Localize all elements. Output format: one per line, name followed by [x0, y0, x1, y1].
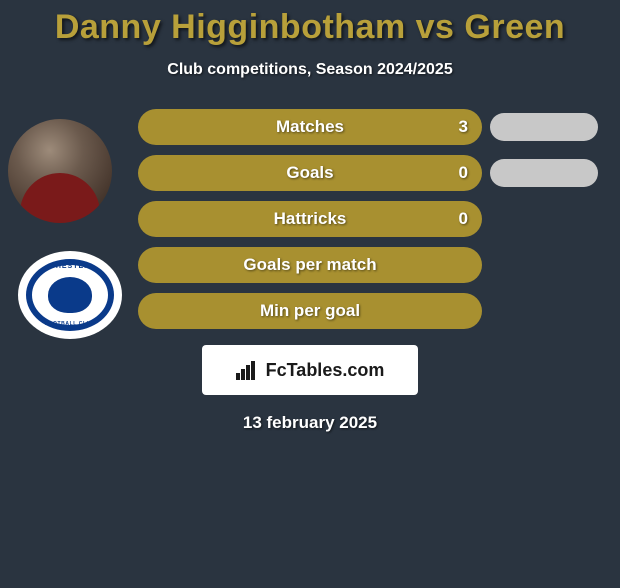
stat-row: Goals0 — [0, 155, 620, 191]
stat-rows: Matches3Goals0Hattricks0Goals per matchM… — [0, 109, 620, 329]
stat-pill-left: Hattricks0 — [138, 201, 482, 237]
stat-pill-left: Goals0 — [138, 155, 482, 191]
stat-row: Matches3 — [0, 109, 620, 145]
stat-row: Hattricks0 — [0, 201, 620, 237]
stat-row: Min per goal — [0, 293, 620, 329]
page-subtitle: Club competitions, Season 2024/2025 — [0, 61, 620, 79]
page-title: Danny Higginbotham vs Green — [0, 8, 620, 47]
stat-label: Goals per match — [138, 247, 482, 283]
stat-row: Goals per match — [0, 247, 620, 283]
stat-pill-right — [490, 113, 598, 141]
stat-pill-left: Goals per match — [138, 247, 482, 283]
bar-chart-icon — [236, 360, 260, 380]
stat-pill-left: Matches3 — [138, 109, 482, 145]
stat-value-left: 3 — [459, 109, 468, 145]
stat-value-left: 0 — [459, 155, 468, 191]
stat-label: Goals — [138, 155, 482, 191]
stat-pill-right — [490, 159, 598, 187]
stat-value-left: 0 — [459, 201, 468, 237]
stat-label: Min per goal — [138, 293, 482, 329]
stat-label: Matches — [138, 109, 482, 145]
stat-pill-left: Min per goal — [138, 293, 482, 329]
stat-label: Hattricks — [138, 201, 482, 237]
comparison-content: CHESTER FOOTBALL CLUB Matches3Goals0Hatt… — [0, 109, 620, 329]
fctables-text: FcTables.com — [266, 360, 385, 381]
date-label: 13 february 2025 — [0, 413, 620, 433]
fctables-logo: FcTables.com — [202, 345, 418, 395]
